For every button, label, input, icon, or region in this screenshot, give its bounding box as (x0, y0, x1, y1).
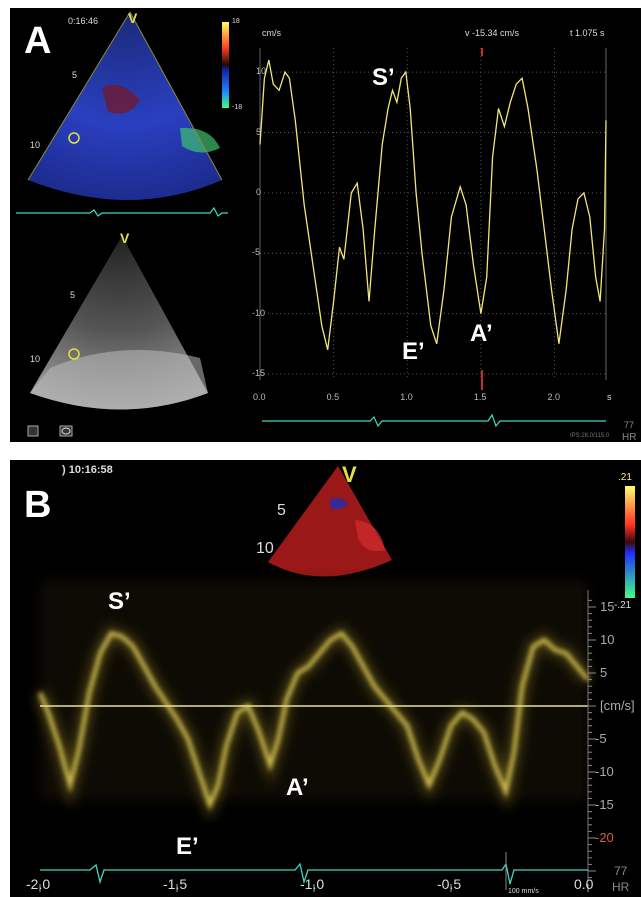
trace-plot-frame (259, 48, 607, 380)
depth-label-10-b: 10 (256, 540, 274, 557)
view-marker-lower: V (120, 230, 130, 246)
y-tick-a: 0 (256, 186, 262, 197)
wave-label-a-a: A’ (470, 320, 493, 347)
y-tick-b: -15 (595, 797, 614, 812)
sector-arc-upper (27, 11, 223, 181)
time-readout: t 1.075 s (570, 28, 605, 38)
x-tick-a: 0.0 (253, 392, 266, 402)
color-doppler-red-patch (102, 84, 140, 114)
hr-label-b: HR (612, 880, 630, 894)
y-tick-b: [cm/s] (600, 698, 635, 713)
velocity-scale-bar-b (625, 486, 635, 598)
x-tick-b: 0.0 (574, 876, 594, 892)
depth-label-5-upper: 5 (72, 70, 78, 80)
ecg-trace-a (262, 413, 606, 428)
trace-grid (259, 48, 606, 380)
velocity-trace-a (259, 59, 607, 350)
timestamp-a: 0:16:46 (68, 16, 99, 26)
x-tick-a: 1.0 (400, 392, 413, 402)
y-tick-b: -5 (595, 731, 607, 746)
footer-a: IPS:28.0/115.0 (570, 433, 610, 439)
depth-label-10-lower: 10 (30, 354, 41, 364)
panel-label-a: A (24, 20, 52, 62)
color-scale-min: -18 (232, 104, 243, 111)
panel-a-tissue-doppler-trace: A 0:16:46 V 5 10 18 -18 V 5 10 cm/s v -1… (10, 8, 641, 442)
y-tick-a: -15 (252, 367, 266, 378)
scale-bottom-b: -.21 (614, 600, 632, 611)
hr-value-b: 77 (614, 864, 628, 878)
y-tick-b: 15 (600, 599, 615, 614)
y-unit-a: cm/s (262, 28, 281, 38)
y-tick-b: 5 (600, 665, 608, 680)
wave-label-s-b: S’ (108, 588, 131, 615)
y-tick-a: -10 (252, 307, 266, 318)
x-tick-a: 1.5 (473, 392, 487, 402)
sample-icon (59, 425, 73, 437)
x-tick-b: -2.0 (26, 876, 51, 892)
panel-label-b: B (24, 484, 52, 526)
probe-icon (27, 425, 39, 437)
depth-label-5-b: 5 (277, 502, 286, 519)
view-marker-b: V (342, 462, 357, 487)
mini-sector-highlight (355, 520, 385, 552)
right-axis-ticks (39, 599, 596, 892)
wave-label-e-a: E’ (402, 338, 425, 365)
hr-label-a: HR (622, 432, 637, 442)
y-tick-b: 10 (600, 632, 615, 647)
panel-b-spectral-doppler: B ) 10:16:58 V 5 10 .21 -.21 15 10 5 [cm/s]… (10, 460, 641, 897)
ecg-trace-b (40, 862, 588, 885)
spectral-envelope (38, 630, 590, 811)
panel-b-graphics (34, 466, 635, 892)
x-tick-a: 2.0 (547, 392, 560, 402)
y-tick-b: -10 (595, 764, 614, 779)
hr-value-a: 77 (624, 420, 635, 430)
depth-label-10-upper: 10 (30, 140, 41, 150)
timestamp-b: ) 10:16:58 (62, 464, 113, 476)
y-tick-a: -5 (252, 247, 261, 258)
grayscale-bright-band (30, 350, 208, 410)
x-tick-b: -1.0 (300, 876, 325, 892)
x-tick-a: 0.5 (326, 392, 340, 402)
velocity-readout: v -15.34 cm/s (465, 28, 520, 38)
mini-sector-blue-patch (330, 497, 348, 510)
wave-label-s-a: S’ (372, 64, 395, 91)
y-tick-a: 5 (256, 126, 262, 137)
sample-volume-marker-lower (68, 348, 80, 360)
color-scale-max: 18 (232, 18, 240, 25)
x-tick-b: -0.5 (437, 876, 462, 892)
y-tick-b: -20 (595, 830, 614, 845)
scale-top-b: .21 (618, 472, 632, 483)
mini-color-sector (268, 466, 392, 577)
sweep-speed: 100 mm/s (508, 888, 539, 895)
view-marker-upper: V (128, 10, 138, 26)
color-velocity-scale-bar (222, 22, 229, 108)
y-tick-a: 10 (256, 66, 267, 77)
depth-label-5-lower: 5 (70, 290, 76, 300)
wave-label-e-b: E’ (176, 833, 199, 860)
ecg-trace-upper (16, 206, 228, 217)
x-tick-b: -1.5 (163, 876, 188, 892)
x-unit-a: s (607, 392, 612, 402)
panel-a-graphics (16, 11, 607, 437)
wave-label-a-b: A’ (286, 774, 309, 801)
sample-volume-marker-upper (68, 132, 80, 144)
